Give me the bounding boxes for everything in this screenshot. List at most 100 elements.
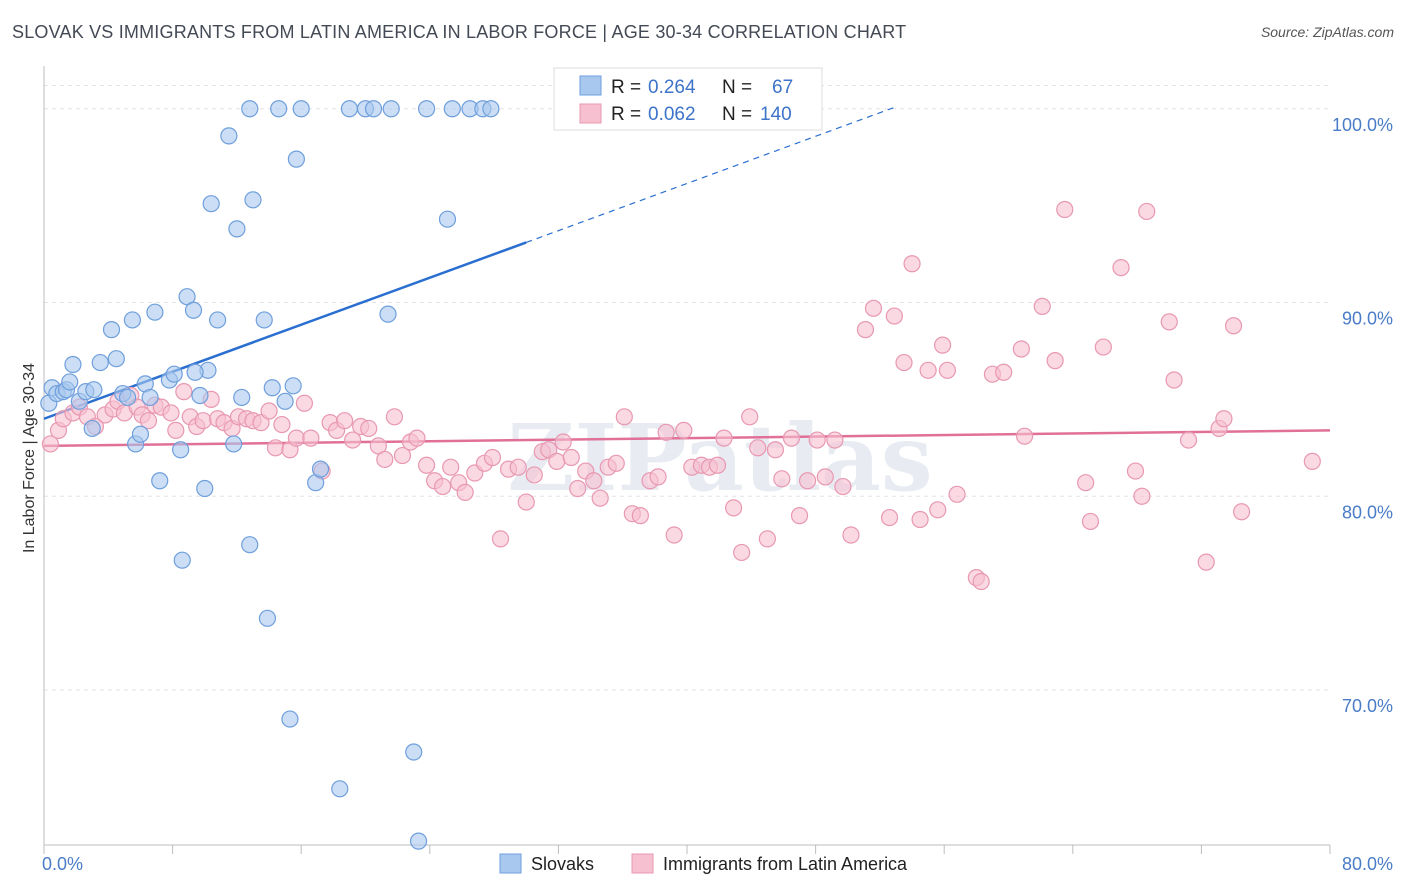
point-slovaks-10 xyxy=(85,381,103,399)
point-latam-105 xyxy=(864,299,883,317)
point-latam-125 xyxy=(1077,474,1095,492)
point-latam-107 xyxy=(885,307,903,325)
point-latam-122 xyxy=(1033,297,1051,315)
point-latam-81 xyxy=(657,423,675,441)
point-slovaks-57 xyxy=(409,832,428,850)
bottom-legend-swatch-slovaks xyxy=(499,853,522,874)
point-latam-80 xyxy=(649,468,667,486)
point-slovaks-40 xyxy=(255,311,273,329)
point-latam-104 xyxy=(856,321,875,339)
point-slovaks-26 xyxy=(173,551,191,569)
point-latam-119 xyxy=(995,363,1013,381)
point-slovaks-46 xyxy=(287,150,305,168)
point-latam-53 xyxy=(434,477,452,496)
y-axis-title: In Labor Force | Age 30-34 xyxy=(21,363,38,553)
point-latam-44 xyxy=(360,419,378,438)
point-latam-132 xyxy=(1160,313,1178,331)
point-slovaks-39 xyxy=(244,191,262,209)
point-slovaks-66 xyxy=(186,363,204,381)
point-latam-64 xyxy=(525,466,543,484)
point-slovaks-42 xyxy=(270,100,288,118)
point-latam-18 xyxy=(167,421,185,439)
point-slovaks-15 xyxy=(118,388,137,407)
point-slovaks-58 xyxy=(417,100,436,118)
point-slovaks-51 xyxy=(340,100,359,118)
point-slovaks-65 xyxy=(263,379,281,397)
point-slovaks-41 xyxy=(258,609,277,627)
point-slovaks-22 xyxy=(151,472,169,490)
point-slovaks-12 xyxy=(102,321,121,339)
bottom-legend-latam: Immigrants from Latin America xyxy=(663,854,908,874)
legend-n-label-2: N = xyxy=(722,104,752,125)
point-slovaks-6 xyxy=(64,355,82,374)
point-slovaks-53 xyxy=(364,100,383,118)
point-latam-83 xyxy=(675,421,693,439)
point-latam-96 xyxy=(782,429,801,447)
point-latam-102 xyxy=(834,477,852,496)
point-latam-140 xyxy=(1303,452,1321,470)
point-latam-14 xyxy=(139,412,158,430)
point-slovaks-60 xyxy=(443,100,461,118)
point-slovaks-50 xyxy=(331,780,349,798)
point-latam-47 xyxy=(385,408,404,426)
point-latam-36 xyxy=(295,394,314,412)
point-latam-135 xyxy=(1197,553,1215,571)
point-latam-121 xyxy=(1015,427,1034,445)
point-slovaks-56 xyxy=(405,743,423,761)
chart-title: SLOVAK VS IMMIGRANTS FROM LATIN AMERICA … xyxy=(12,22,907,42)
point-slovaks-38 xyxy=(241,536,259,554)
point-slovaks-43 xyxy=(276,392,294,410)
point-slovaks-18 xyxy=(131,425,150,443)
point-latam-124 xyxy=(1056,200,1074,219)
point-latam-98 xyxy=(798,472,817,490)
point-latam-46 xyxy=(376,450,394,469)
point-slovaks-9 xyxy=(83,419,101,438)
point-latam-54 xyxy=(442,458,460,476)
point-slovaks-37 xyxy=(233,388,251,407)
data-points xyxy=(40,100,1321,850)
point-slovaks-34 xyxy=(220,127,238,145)
point-latam-130 xyxy=(1133,487,1151,505)
point-latam-32 xyxy=(266,439,285,457)
point-latam-112 xyxy=(929,501,947,519)
legend-r-value-1: 0.264 xyxy=(648,77,696,98)
point-latam-92 xyxy=(749,439,767,457)
legend-r-label-2: R = xyxy=(611,104,641,125)
point-slovaks-28 xyxy=(184,301,203,319)
point-latam-128 xyxy=(1112,259,1130,277)
point-latam-100 xyxy=(816,468,834,486)
point-latam-41 xyxy=(336,412,354,430)
point-slovaks-33 xyxy=(209,311,227,329)
axes xyxy=(43,66,1331,854)
point-latam-133 xyxy=(1165,371,1183,389)
y-tick-label-70: 70.0% xyxy=(1342,696,1393,716)
point-latam-114 xyxy=(938,361,957,379)
point-latam-139 xyxy=(1232,503,1251,521)
legend-r-label-1: R = xyxy=(611,77,641,98)
point-latam-68 xyxy=(554,433,572,451)
point-latam-72 xyxy=(585,472,603,490)
tick-labels: 70.0% 80.0% 90.0% 100.0% 0.0% 80.0% xyxy=(42,115,1393,874)
point-latam-109 xyxy=(903,255,921,273)
point-slovaks-44 xyxy=(281,710,299,728)
point-slovaks-63 xyxy=(482,100,500,118)
point-latam-127 xyxy=(1094,338,1112,356)
point-latam-33 xyxy=(273,415,291,434)
point-latam-75 xyxy=(607,454,625,472)
point-slovaks-35 xyxy=(225,435,243,453)
x-tick-label-start: 0.0% xyxy=(42,854,83,874)
point-latam-89 xyxy=(725,499,743,517)
point-latam-137 xyxy=(1215,410,1233,428)
point-latam-69 xyxy=(562,448,580,467)
y-tick-label-90: 90.0% xyxy=(1342,309,1393,329)
point-latam-134 xyxy=(1179,431,1198,449)
point-slovaks-49 xyxy=(311,460,330,478)
point-slovaks-45 xyxy=(284,377,302,395)
point-latam-138 xyxy=(1224,317,1243,335)
point-slovaks-36 xyxy=(228,220,246,238)
point-latam-111 xyxy=(919,361,937,379)
point-latam-78 xyxy=(631,507,649,525)
point-latam-70 xyxy=(569,479,587,498)
point-slovaks-25 xyxy=(172,441,190,459)
